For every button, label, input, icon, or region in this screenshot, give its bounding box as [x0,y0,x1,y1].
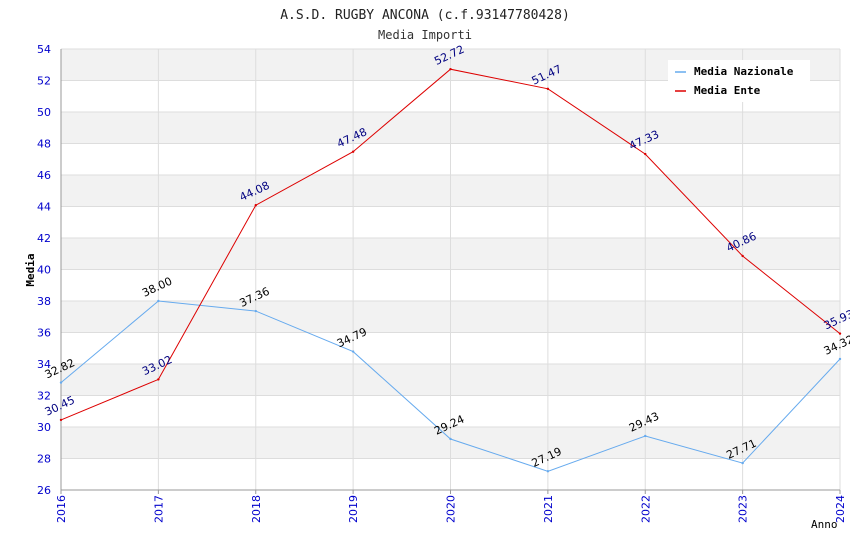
data-point-media-ente [644,152,647,156]
data-point-media-ente [546,87,550,91]
data-point-media-nazionale [838,357,842,361]
y-tick-label: 44 [37,201,51,214]
y-tick-label: 34 [37,358,51,371]
data-point-media-nazionale [157,299,160,303]
data-point-media-ente [449,67,452,71]
y-tick-label: 40 [37,264,51,277]
y-tick-labels: 26 28 30 32 34 36 38 40 42 44 46 48 50 52 54 [37,43,51,497]
y-tick-label: 28 [37,453,51,466]
y-tick-label: 38 [37,295,51,308]
x-tick-label: 2020 [445,495,458,523]
x-tick-label: 2019 [347,495,360,523]
y-tick-label: 32 [37,390,51,403]
data-point-media-nazionale [59,381,63,384]
data-point-media-ente [157,378,160,381]
y-tick-label: 52 [37,75,51,88]
y-tick-label: 54 [37,43,51,56]
legend-label-media-ente: Media Ente [694,84,761,97]
y-tick-label: 36 [37,327,51,340]
data-label-media-nazionale: 34.32 [822,333,850,358]
axes [60,49,841,494]
x-tick-label: 2017 [152,495,165,523]
chart-subtitle: Media Importi [378,28,472,42]
x-tick-label: 2021 [542,495,555,523]
data-point-media-nazionale [254,309,257,313]
data-point-media-nazionale [449,437,452,441]
y-tick-label: 48 [37,138,51,151]
x-tick-label: 2018 [250,495,263,523]
x-tick-label: 2023 [737,495,750,523]
y-tick-label: 42 [37,232,51,245]
data-point-media-ente [838,332,842,335]
data-point-media-nazionale [546,470,550,473]
legend-label-media-nazionale: Media Nazionale [694,65,794,78]
data-point-media-nazionale [644,434,647,438]
y-tick-label: 30 [37,421,51,434]
data-point-media-ente [254,204,257,207]
y-tick-label: 46 [37,169,51,182]
x-tick-label: 2016 [55,495,68,523]
chart-title: A.S.D. RUGBY ANCONA (c.f.93147780428) [280,8,570,23]
data-point-media-ente [351,150,355,153]
x-tick-label: 2022 [639,495,652,523]
x-axis-label: Anno [811,518,838,531]
data-point-media-nazionale [741,461,744,465]
data-point-media-ente [741,254,744,258]
data-point-media-nazionale [351,350,355,353]
y-tick-label: 26 [37,484,51,497]
legend-box [668,60,810,102]
data-point-media-ente [59,418,63,422]
legend: Media Nazionale Media Ente [668,60,810,102]
y-axis-label: Media [24,253,37,286]
x-tick-label: 2024 [834,495,847,523]
data-label-media-nazionale: 38.00 [140,275,174,300]
series-lines [59,67,842,473]
x-tick-labels: 2016 2017 2018 2019 2020 2021 2022 2023 2024 [55,495,847,523]
y-tick-label: 50 [37,106,51,119]
